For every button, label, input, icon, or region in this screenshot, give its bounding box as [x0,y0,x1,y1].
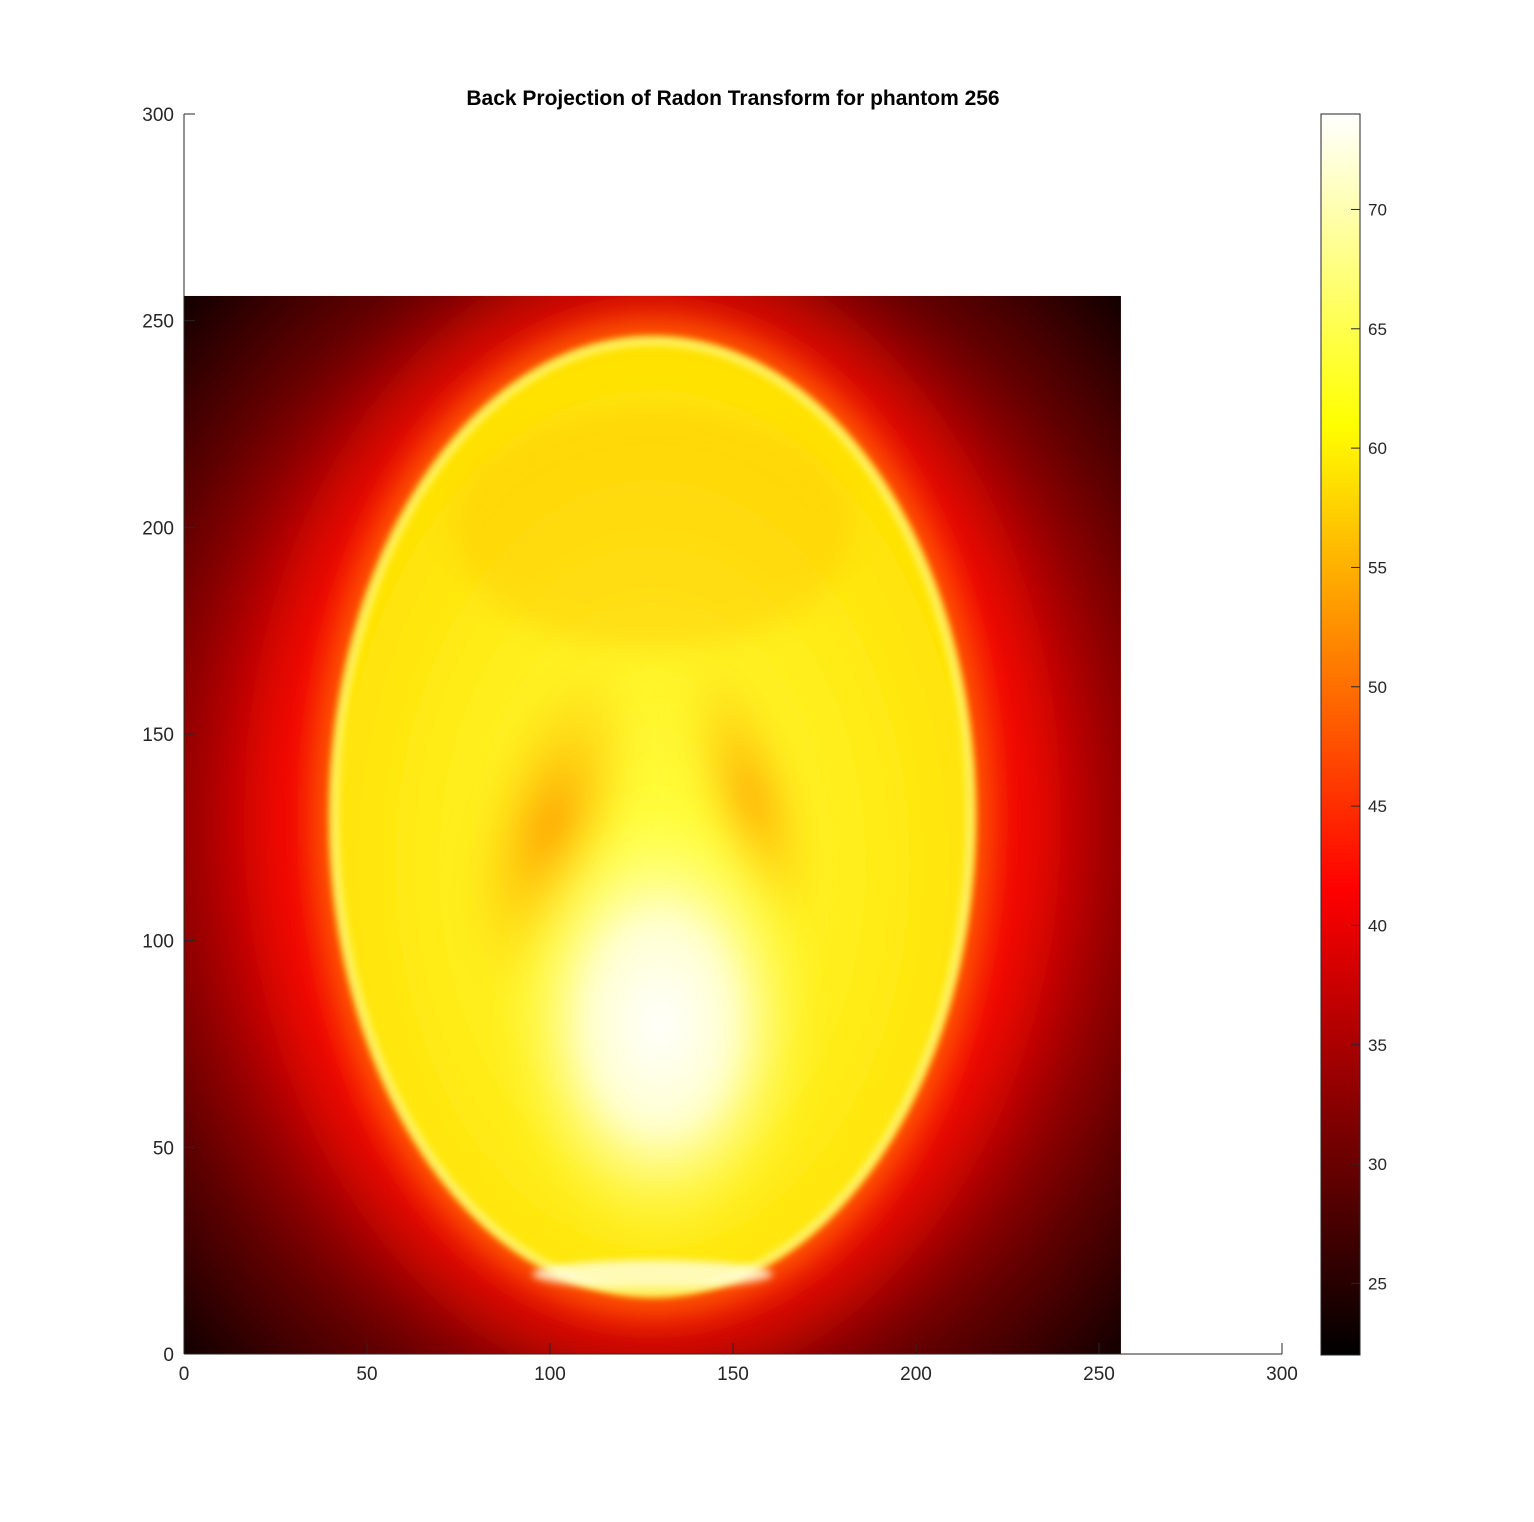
colorbar-tick-label: 70 [1368,200,1387,219]
x-tick-label: 200 [900,1364,932,1385]
colorbar-tick-label: 45 [1368,797,1387,816]
bright-spot [499,794,820,1254]
colorbar-tick-label: 55 [1368,558,1387,577]
y-tick-label: 50 [153,1138,174,1159]
right-dark-ellipse [681,652,822,940]
colorbar-tick-label: 40 [1368,916,1387,935]
ellipse-rim [330,337,975,1296]
colorbar-tick-label: 65 [1368,320,1387,339]
y-tick-label: 150 [142,725,174,746]
x-tick-label: 150 [717,1364,749,1385]
y-axis-ticks: 0 50 100 150 200 250 300 [142,105,195,1366]
x-tick-label: 0 [179,1364,190,1385]
x-tick-label: 300 [1266,1364,1298,1385]
y-tick-label: 0 [163,1345,174,1366]
x-tick-label: 100 [534,1364,566,1385]
y-tick-label: 250 [142,312,174,333]
colorbar-tick-label: 50 [1368,678,1387,697]
y-tick-label: 300 [142,105,174,126]
colorbar-tick-label: 25 [1368,1274,1387,1293]
bottom-rim-highlight [532,1260,773,1289]
y-tick-label: 200 [142,518,174,539]
colorbar-tick-label: 60 [1368,439,1387,458]
chart-title: Back Projection of Radon Transform for p… [466,87,999,110]
colorbar: 25 30 35 40 45 50 55 60 65 70 [1320,113,1387,1356]
x-axis-ticks: 0 50 100 150 200 250 300 [179,1343,1298,1385]
colorbar-tick-label: 35 [1368,1036,1387,1055]
x-tick-label: 50 [356,1364,377,1385]
heatmap-image [184,295,1121,1354]
colorbar-tick-label: 30 [1368,1155,1387,1174]
x-tick-label: 250 [1083,1364,1115,1385]
colorbar-gradient [1320,113,1361,1356]
y-tick-label: 100 [142,932,174,953]
upper-band [452,407,853,648]
